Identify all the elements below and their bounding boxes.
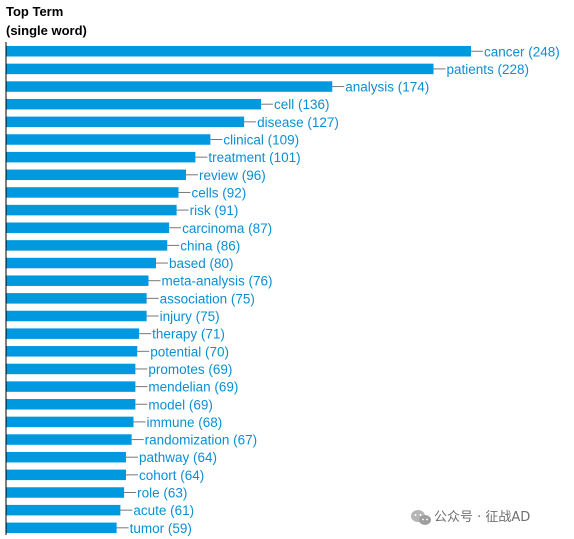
- bar-model: [6, 399, 136, 410]
- data-label-role: role (63): [137, 486, 187, 501]
- bar-association: [6, 293, 147, 304]
- data-label-acute: acute (61): [133, 503, 194, 518]
- bar-risk: [6, 204, 177, 216]
- data-label-analysis: analysis (174): [345, 80, 429, 95]
- data-label-china: china (86): [180, 238, 240, 253]
- bar-cancer: [6, 46, 471, 57]
- bar-tumor: [6, 522, 117, 534]
- data-label-mendelian: mendelian (69): [148, 380, 238, 395]
- data-label-association: association (75): [160, 291, 255, 306]
- data-label-randomization: randomization (67): [145, 433, 258, 448]
- data-label-pathway: pathway (64): [139, 450, 217, 465]
- bar-carcinoma: [6, 222, 170, 233]
- data-label-clinical: clinical (109): [223, 133, 299, 148]
- data-label-patients: patients (228): [447, 62, 530, 77]
- bar-meta-analysis: [6, 275, 149, 286]
- bar-analysis: [6, 81, 333, 92]
- data-label-injury: injury (75): [160, 309, 220, 324]
- data-label-treatment: treatment (101): [208, 150, 300, 165]
- bar-treatment: [6, 151, 196, 163]
- data-label-cells: cells (92): [192, 185, 247, 200]
- data-label-cell: cell (136): [274, 97, 330, 112]
- bars-group: cancer (248) patients (228) analysis (174)…: [6, 44, 560, 536]
- data-label-cancer: cancer (248): [484, 44, 560, 59]
- wechat-icon: [411, 510, 431, 525]
- bar-based: [6, 257, 156, 269]
- data-label-potential: potential (70): [150, 344, 229, 359]
- data-label-promotes: promotes (69): [148, 362, 232, 377]
- bar-patients: [6, 63, 434, 75]
- data-label-based: based (80): [169, 256, 234, 271]
- watermark-text: 公众号 · 征战AD: [434, 510, 530, 525]
- bar-promotes: [6, 363, 136, 375]
- bar-cohort: [6, 469, 126, 481]
- bar-randomization: [6, 434, 132, 445]
- bar-pathway: [6, 451, 126, 463]
- bar-injury: [6, 310, 147, 322]
- bar-disease: [6, 116, 245, 128]
- bar-cell: [6, 98, 261, 110]
- bar-cells: [6, 187, 179, 198]
- data-label-review: review (96): [199, 168, 266, 183]
- data-label-cohort: cohort (64): [139, 468, 204, 483]
- data-label-carcinoma: carcinoma (87): [182, 221, 272, 236]
- chart-title-line-1: Top Term: [6, 4, 63, 19]
- data-label-disease: disease (127): [257, 115, 339, 130]
- data-label-tumor: tumor (59): [130, 521, 192, 536]
- data-label-meta-analysis: meta-analysis (76): [162, 274, 273, 289]
- bar-role: [6, 487, 125, 498]
- chart-title-line-2: (single word): [6, 23, 87, 38]
- data-label-immune: immune (68): [147, 415, 223, 430]
- bar-mendelian: [6, 381, 136, 392]
- bar-china: [6, 240, 168, 251]
- data-label-risk: risk (91): [190, 203, 239, 218]
- bar-review: [6, 169, 186, 181]
- bar-immune: [6, 416, 134, 428]
- bar-potential: [6, 346, 138, 357]
- bar-acute: [6, 504, 121, 516]
- bar-clinical: [6, 134, 211, 145]
- data-label-model: model (69): [148, 397, 213, 412]
- data-label-therapy: therapy (71): [152, 327, 225, 342]
- watermark: 公众号 · 征战AD: [411, 510, 530, 525]
- bar-therapy: [6, 328, 140, 339]
